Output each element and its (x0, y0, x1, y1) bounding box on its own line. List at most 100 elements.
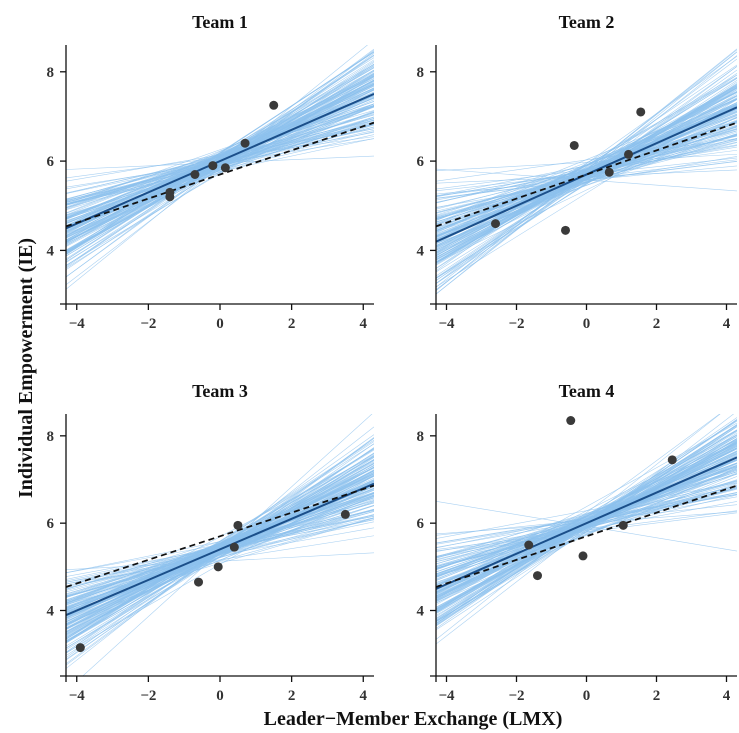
posterior-line (436, 86, 737, 266)
posterior-line (66, 88, 374, 214)
posterior-line (66, 116, 374, 218)
data-point (240, 138, 250, 148)
population-regression-line (436, 121, 737, 228)
posterior-line (436, 91, 737, 239)
data-point (229, 542, 239, 552)
data-point (220, 163, 230, 173)
data-point (624, 149, 633, 159)
posterior-lines (66, 45, 374, 290)
y-tick-label: 8 (417, 429, 425, 445)
posterior-line (66, 75, 374, 244)
posterior-line (436, 115, 737, 224)
posterior-line (436, 64, 737, 269)
posterior-line (436, 94, 737, 237)
x-tick-label: −4 (438, 688, 455, 704)
posterior-line (66, 483, 374, 602)
posterior-line (66, 138, 374, 205)
posterior-line (66, 112, 374, 206)
plot-area (436, 48, 737, 295)
x-tick-label: 0 (216, 688, 224, 704)
panel-team-2: −4 −2 0 2 4 4 6 8 Team 2 (417, 12, 737, 332)
panel-title: Team 4 (559, 381, 615, 401)
team-regression-line (66, 482, 374, 617)
panel-team-4: −4 −2 0 2 4 4 6 8 Team 4 (417, 381, 737, 704)
y-tick-label: 6 (417, 516, 425, 532)
posterior-line (436, 153, 737, 171)
posterior-line (436, 443, 737, 614)
y-tick-label: 4 (417, 243, 425, 259)
population-regression-line (66, 121, 374, 228)
posterior-line (436, 441, 737, 622)
data-point (75, 643, 85, 653)
x-tick-label: 2 (288, 688, 296, 704)
data-point (194, 577, 204, 587)
x-tick-label: 4 (723, 316, 731, 332)
x-tick-label: 0 (583, 316, 591, 332)
posterior-line (436, 140, 737, 219)
posterior-line (436, 442, 737, 610)
posterior-line (436, 117, 737, 264)
x-tick-label: −2 (508, 688, 524, 704)
team-regression-line (436, 106, 737, 243)
x-tick-label: −2 (508, 316, 524, 332)
posterior-line (66, 479, 374, 612)
plot-area (66, 45, 374, 290)
y-tick-label: 4 (417, 604, 425, 620)
posterior-line (436, 122, 737, 245)
x-tick-label: 0 (583, 688, 591, 704)
x-tick-label: 2 (653, 316, 661, 332)
data-point (269, 100, 279, 110)
y-tick-label: 8 (417, 65, 425, 81)
panel-title: Team 2 (559, 12, 615, 32)
data-point (667, 455, 677, 465)
panel-team-1: −4 −2 0 2 4 4 6 8 Team 1 (47, 12, 374, 332)
data-point (165, 192, 175, 202)
posterior-line (436, 465, 737, 573)
x-tick-label: 4 (360, 316, 368, 332)
posterior-line (66, 121, 374, 216)
data-point (233, 520, 243, 530)
posterior-line (436, 487, 737, 577)
posterior-line (436, 473, 737, 567)
posterior-line (436, 156, 737, 208)
posterior-line (436, 117, 737, 248)
posterior-line (66, 74, 374, 257)
posterior-line (436, 169, 737, 184)
y-tick-label: 8 (47, 429, 55, 445)
posterior-line (436, 98, 737, 221)
posterior-line (66, 494, 374, 601)
posterior-line (66, 97, 374, 244)
posterior-line (66, 437, 374, 666)
posterior-line (66, 89, 374, 243)
posterior-line (66, 480, 374, 623)
data-point (340, 509, 350, 519)
x-tick-label: 4 (723, 688, 731, 704)
x-tick-label: 2 (288, 316, 296, 332)
posterior-line (66, 463, 374, 629)
posterior-line (66, 51, 374, 255)
posterior-line (66, 514, 374, 580)
y-tick-label: 6 (47, 154, 55, 170)
x-tick-label: 0 (216, 316, 224, 332)
data-point (618, 520, 628, 530)
plot-area (66, 414, 374, 676)
x-tick-label: −4 (69, 316, 86, 332)
panel-team-3: −4 −2 0 2 4 4 6 8 Team 3 (47, 381, 374, 704)
posterior-lines (66, 414, 374, 676)
posterior-line (436, 491, 737, 558)
panel-title: Team 3 (192, 381, 248, 401)
data-point (566, 416, 576, 426)
posterior-line (66, 78, 374, 236)
y-tick-label: 8 (47, 65, 55, 81)
posterior-line (436, 479, 737, 576)
data-point (578, 551, 588, 561)
data-point (636, 107, 646, 117)
posterior-line (436, 51, 737, 295)
posterior-line (66, 474, 374, 615)
population-regression-line (66, 484, 374, 588)
posterior-line (66, 552, 374, 570)
posterior-line (436, 470, 737, 573)
y-tick-label: 4 (47, 243, 55, 259)
population-regression-line (436, 484, 737, 588)
